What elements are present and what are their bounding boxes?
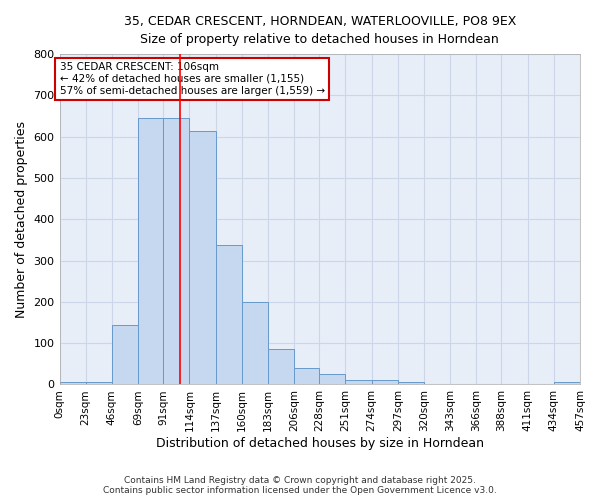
Bar	[268, 350, 294, 384]
Bar	[319, 374, 346, 384]
Title: 35, CEDAR CRESCENT, HORNDEAN, WATERLOOVILLE, PO8 9EX
Size of property relative t: 35, CEDAR CRESCENT, HORNDEAN, WATERLOOVI…	[124, 15, 516, 46]
Bar	[86, 382, 112, 384]
X-axis label: Distribution of detached houses by size in Horndean: Distribution of detached houses by size …	[156, 437, 484, 450]
Text: Contains HM Land Registry data © Crown copyright and database right 2025.
Contai: Contains HM Land Registry data © Crown c…	[103, 476, 497, 495]
Y-axis label: Number of detached properties: Number of detached properties	[15, 121, 28, 318]
Bar	[242, 302, 268, 384]
Bar	[294, 368, 319, 384]
Bar	[59, 382, 86, 384]
Bar	[112, 324, 138, 384]
Text: 35 CEDAR CRESCENT: 106sqm
← 42% of detached houses are smaller (1,155)
57% of se: 35 CEDAR CRESCENT: 106sqm ← 42% of detac…	[59, 62, 325, 96]
Bar	[554, 382, 580, 384]
Bar	[215, 245, 242, 384]
Bar	[398, 382, 424, 384]
Bar	[346, 380, 371, 384]
Bar	[190, 130, 215, 384]
Bar	[138, 118, 163, 384]
Bar	[163, 118, 190, 384]
Bar	[371, 380, 398, 384]
